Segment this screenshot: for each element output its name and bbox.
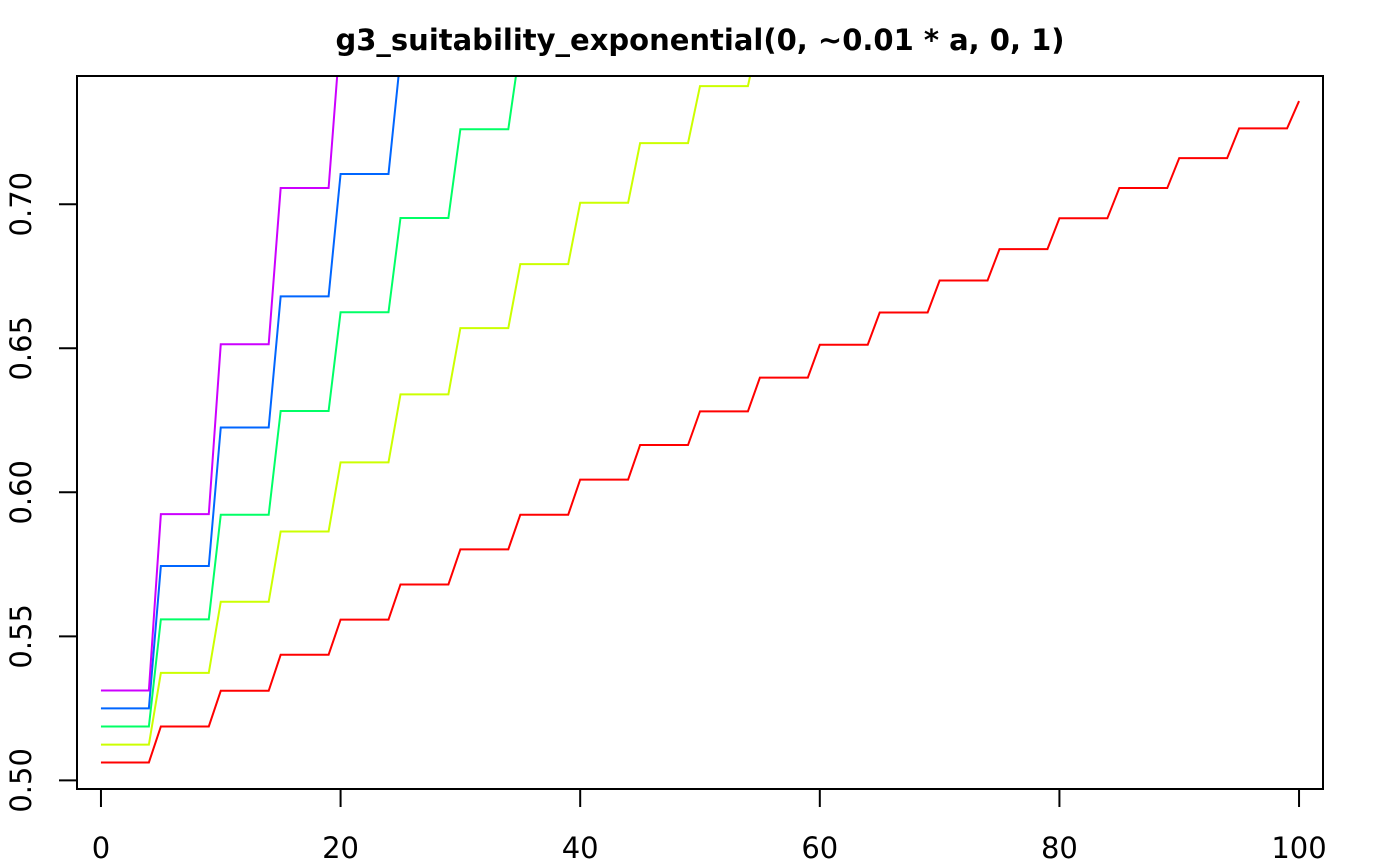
chart-title: g3_suitability_exponential(0, ~0.01 * a,… (335, 23, 1064, 57)
series-layer (100, 76, 1300, 764)
x-tick-label: 0 (92, 831, 110, 865)
series-line-4 (100, 76, 339, 692)
y-tick-label: 0.55 (4, 604, 38, 669)
plot-frame (76, 75, 1324, 790)
x-tick-label: 60 (801, 831, 838, 865)
series-line-3 (100, 76, 400, 710)
y-tick-label: 0.50 (4, 748, 38, 813)
series-line-0 (100, 100, 1300, 764)
y-tick-label: 0.60 (4, 460, 38, 525)
x-tick-label: 20 (322, 831, 359, 865)
series-line-1 (100, 76, 752, 746)
x-tick-label: 80 (1041, 831, 1078, 865)
x-tick-label: 40 (562, 831, 599, 865)
x-tick-label: 100 (1271, 831, 1326, 865)
y-tick-label: 0.70 (4, 172, 38, 237)
series-line-2 (100, 76, 517, 728)
axis-layer: 0 20 40 60 80 100 0.50 0.55 0.60 0.65 0.70 (4, 172, 1327, 865)
y-tick-label: 0.65 (4, 316, 38, 381)
